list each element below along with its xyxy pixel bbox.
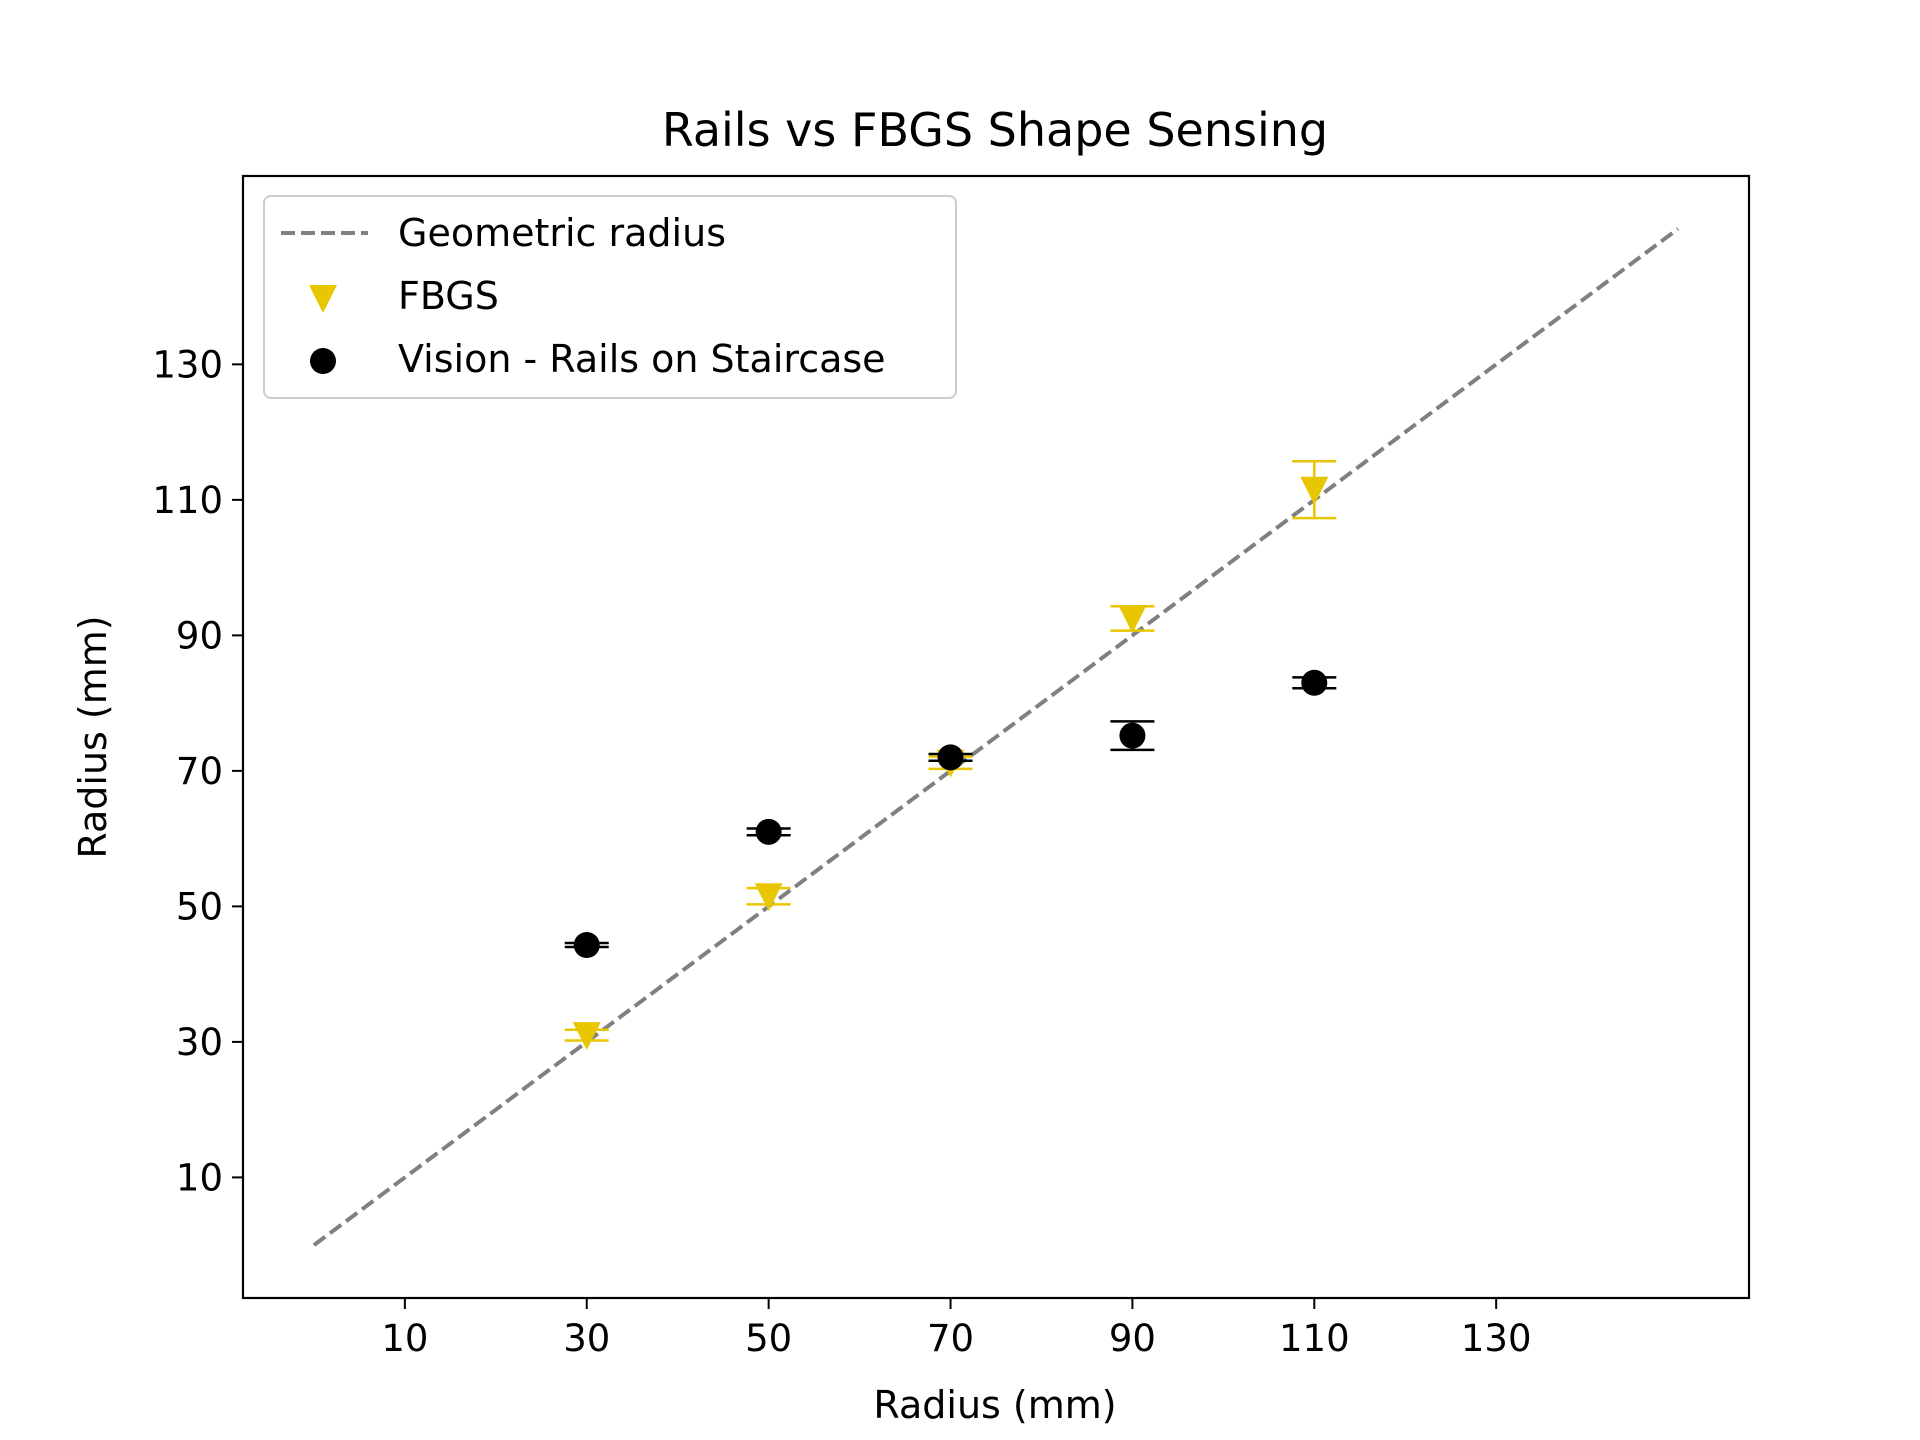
legend-label-fbgs: FBGS: [398, 274, 499, 318]
x-tick-label-0: 10: [381, 1317, 428, 1360]
vision-point-4: [1292, 669, 1337, 696]
fbgs-point-1: [746, 883, 791, 912]
legend-label-vision: Vision - Rails on Staircase: [398, 337, 886, 381]
x-tick-label-2: 50: [745, 1317, 792, 1360]
vision-point-0: [564, 932, 609, 959]
vision-marker-3: [1119, 722, 1146, 749]
y-tick-label-6: 130: [152, 343, 223, 386]
y-axis-label: Radius (mm): [71, 615, 115, 858]
x-tick-label-5: 110: [1279, 1317, 1350, 1360]
plot-frame: [241, 174, 1751, 1300]
legend-swatch-vision: [310, 348, 336, 374]
fbgs-marker-4: [1300, 476, 1329, 505]
fbgs-marker-3: [1118, 605, 1147, 634]
legend-frame: [263, 195, 957, 399]
plot-area: [312, 227, 1680, 1247]
geometric-radius-line: [312, 227, 1680, 1247]
vision-marker-1: [755, 818, 782, 845]
vision-point-3: [1110, 720, 1155, 752]
fbgs-point-3: [1110, 604, 1155, 634]
vision-point-2: [928, 744, 973, 771]
y-tick-label-4: 90: [176, 614, 223, 657]
vision-marker-4: [1301, 669, 1328, 696]
x-tick-label-6: 130: [1461, 1317, 1532, 1360]
legend-swatch-fbgs: [309, 285, 337, 313]
x-axis: 10 30 50 70 90 110 130: [381, 1298, 1531, 1360]
legend-label-geometric-radius: Geometric radius: [398, 211, 726, 255]
x-tick-label-3: 70: [927, 1317, 974, 1360]
y-tick-label-1: 30: [176, 1021, 223, 1064]
y-tick-label-2: 50: [176, 885, 223, 928]
fbgs-point-4: [1292, 459, 1337, 520]
vision-point-1: [746, 818, 791, 845]
legend: Geometric radius FBGS Vision - Rails on …: [263, 195, 957, 399]
y-tick-label-5: 110: [152, 479, 223, 522]
x-tick-label-1: 30: [563, 1317, 610, 1360]
chart-title: Rails vs FBGS Shape Sensing: [662, 103, 1328, 157]
y-tick-label-3: 70: [176, 750, 223, 793]
vision-marker-0: [573, 932, 600, 959]
vision-marker-2: [937, 744, 964, 771]
y-tick-label-0: 10: [176, 1156, 223, 1199]
x-axis-label: Radius (mm): [873, 1383, 1116, 1427]
fbgs-point-0: [564, 1022, 609, 1051]
fbgs-marker-0: [572, 1022, 601, 1051]
y-axis: 10 30 50 70 90 110 130: [152, 343, 243, 1199]
x-tick-label-4: 90: [1109, 1317, 1156, 1360]
fbgs-marker-1: [754, 883, 783, 912]
